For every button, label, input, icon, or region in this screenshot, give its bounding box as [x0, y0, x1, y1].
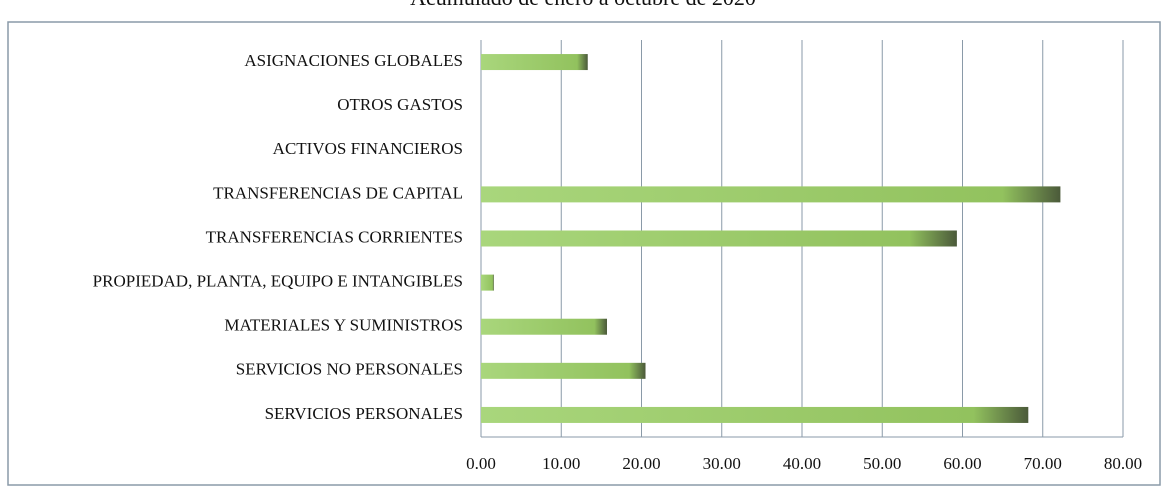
- y-tick-label: ASIGNACIONES GLOBALES: [244, 51, 463, 70]
- bar: [481, 54, 588, 71]
- x-tick-label: 30.00: [703, 454, 741, 473]
- x-tick-label: 20.00: [622, 454, 660, 473]
- y-tick-label: SERVICIOS NO PERSONALES: [236, 360, 463, 379]
- x-tick-label: 70.00: [1024, 454, 1062, 473]
- x-tick-label: 80.00: [1104, 454, 1142, 473]
- x-tick-label: 40.00: [783, 454, 821, 473]
- y-tick-label: TRANSFERENCIAS CORRIENTES: [206, 227, 463, 246]
- bar: [481, 406, 1029, 423]
- bar: [481, 230, 957, 247]
- bar: [481, 186, 1061, 203]
- y-tick-label: ACTIVOS FINANCIEROS: [273, 139, 463, 158]
- y-tick-label: PROPIEDAD, PLANTA, EQUIPO E INTANGIBLES: [93, 272, 463, 291]
- bar: [481, 318, 607, 335]
- chart-border: [7, 21, 1161, 486]
- x-tick-label: 50.00: [863, 454, 901, 473]
- x-tick-label: 60.00: [943, 454, 981, 473]
- x-tick-label: 10.00: [542, 454, 580, 473]
- bar: [481, 274, 494, 291]
- y-tick-label: SERVICIOS PERSONALES: [265, 404, 463, 423]
- chart-title: Acumulado de enero a octubre de 2020: [410, 0, 756, 10]
- bar: [481, 362, 646, 379]
- y-tick-label: MATERIALES Y SUMINISTROS: [224, 316, 463, 335]
- y-tick-label: OTROS GASTOS: [337, 95, 463, 114]
- x-tick-label: 0.00: [466, 454, 496, 473]
- y-tick-label: TRANSFERENCIAS DE CAPITAL: [213, 183, 463, 202]
